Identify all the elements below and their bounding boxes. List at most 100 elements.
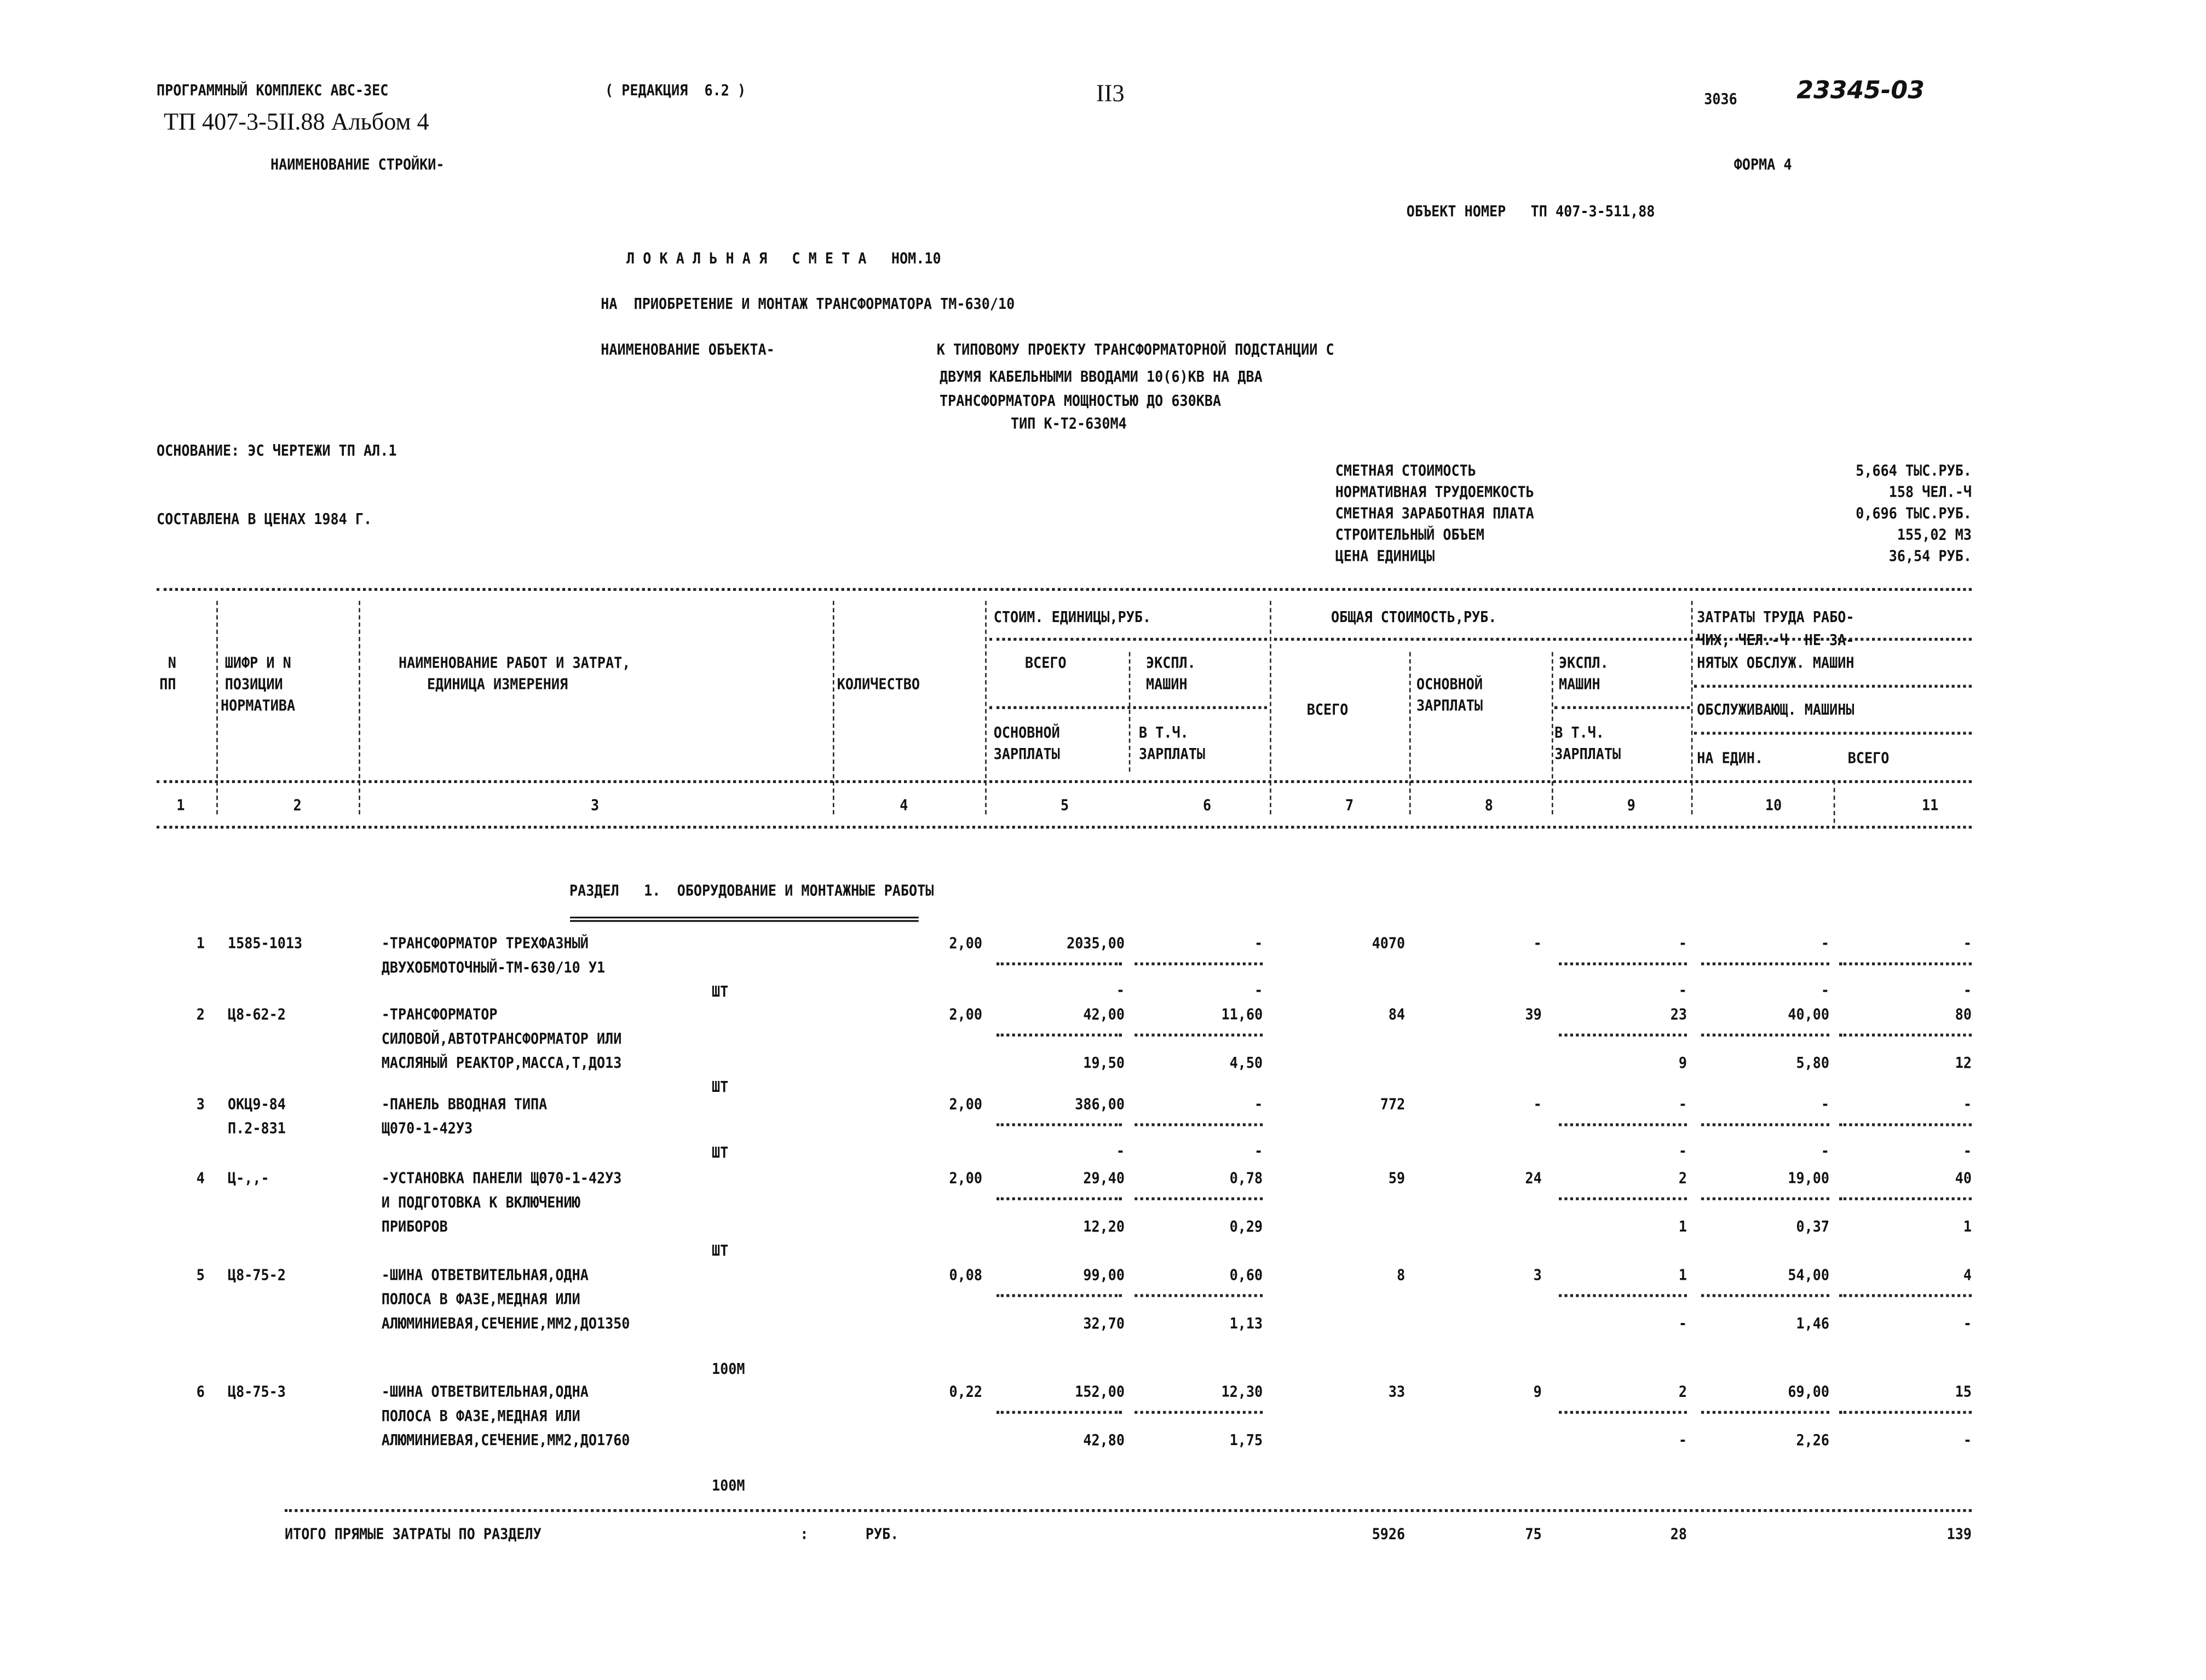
- cell-c7: 84: [1388, 1006, 1406, 1024]
- col-header: КОЛИЧЕСТВО: [837, 676, 920, 694]
- col-header: ЧИХ, ЧЕЛ.-Ч НЕ ЗА-: [1697, 632, 1854, 649]
- row-name: -ШИНА ОТВЕТВИТЕЛЬНАЯ,ОДНА: [381, 1267, 589, 1285]
- cell-c5b: 12,20: [1083, 1218, 1125, 1236]
- column-divider: [833, 601, 834, 815]
- cell-qty: 2,00: [949, 1096, 982, 1114]
- column-number: 11: [1921, 797, 1939, 815]
- cell-c10: 19,00: [1788, 1170, 1829, 1188]
- cell-c6: -: [1254, 935, 1263, 953]
- object-line: ТРАНСФОРМАТОРА МОЩНОСТЬЮ ДО 630КВА: [939, 393, 1222, 410]
- cell-c8: 24: [1525, 1170, 1542, 1188]
- col-header: В Т.Ч.: [1139, 724, 1189, 742]
- col-header: ЕДИНИЦА ИЗМЕРЕНИЯ: [427, 676, 568, 694]
- album: ТП 407-3-5II.88 Альбом 4: [164, 108, 429, 135]
- cell-c6: 0,60: [1229, 1267, 1263, 1285]
- cell-c9: 23: [1670, 1006, 1687, 1024]
- dotted-rule: [996, 1411, 1122, 1414]
- cell-c11b: 12: [1955, 1055, 1972, 1072]
- summary-value: 158 ЧЕЛ.-Ч: [1888, 484, 1972, 502]
- cell-c9: -: [1678, 935, 1687, 953]
- row-number: 6: [196, 1384, 205, 1401]
- dotted-rule: [996, 962, 1122, 965]
- cell-c5b: 19,50: [1083, 1055, 1125, 1072]
- column-divider: [1833, 780, 1835, 823]
- col-header: МАШИН: [1559, 676, 1600, 694]
- row-name: ПОЛОСА В ФАЗЕ,МЕДНАЯ ИЛИ: [381, 1408, 580, 1425]
- summary-label: СТРОИТЕЛЬНЫЙ ОБЪЕМ: [1335, 526, 1485, 544]
- cell-c5: 386,00: [1075, 1096, 1125, 1114]
- col-header: ВСЕГО: [1024, 655, 1067, 672]
- dotted-rule: [1134, 1197, 1263, 1200]
- cell-c6b: 1,75: [1229, 1432, 1263, 1449]
- col-header: ЗАТРАТЫ ТРУДА РАБО-: [1697, 609, 1854, 626]
- cell-c5b: -: [1116, 1143, 1125, 1160]
- cell-c8: 9: [1533, 1384, 1542, 1401]
- dotted-rule: [1701, 1294, 1829, 1297]
- col-header: НА ЕДИН.: [1697, 750, 1764, 768]
- row-unit: ШТ: [712, 1079, 729, 1096]
- column-divider: [1552, 652, 1553, 815]
- dotted-rule: [1694, 732, 1972, 735]
- column-number: 5: [1060, 797, 1069, 815]
- col-header: ОБЩАЯ СТОИМОСТЬ,РУБ.: [1331, 609, 1497, 626]
- cell-c11b: 1: [1963, 1218, 1972, 1236]
- cell-c11: -: [1963, 1096, 1972, 1114]
- row-name: -ШИНА ОТВЕТВИТЕЛЬНАЯ,ОДНА: [381, 1384, 589, 1401]
- dotted-rule: [1559, 1294, 1687, 1297]
- object-label: НАИМЕНОВАНИЕ ОБЪЕКТА-: [601, 342, 775, 359]
- cell-c11: -: [1963, 935, 1972, 953]
- column-number: 10: [1765, 797, 1782, 815]
- dotted-rule: [1559, 1123, 1687, 1126]
- column-number: 8: [1484, 797, 1493, 815]
- col-header: СТОИМ. ЕДИНИЦЫ,РУБ.: [993, 609, 1151, 626]
- dotted-rule: [1701, 1033, 1829, 1037]
- cell-c8: 39: [1525, 1006, 1542, 1024]
- total-rule: [285, 1509, 1972, 1512]
- dotted-rule: [1554, 706, 1690, 709]
- dotted-rule: [1839, 1033, 1972, 1037]
- cell-c5: 42,00: [1083, 1006, 1125, 1024]
- summary-value: 36,54 РУБ.: [1888, 548, 1972, 566]
- column-number: 6: [1203, 797, 1212, 815]
- document-title: Л О К А Л Ь Н А Я С М Е Т А НОМ.10: [626, 250, 941, 268]
- cell-c10: 40,00: [1788, 1006, 1829, 1024]
- cell-c11: 4: [1963, 1267, 1972, 1285]
- cell-c7: 4070: [1372, 935, 1406, 953]
- dotted-rule: [1701, 1411, 1829, 1414]
- total-unit: РУБ.: [865, 1526, 899, 1544]
- column-divider: [359, 601, 360, 815]
- col-header: ВСЕГО: [1306, 701, 1349, 719]
- dotted-rule: [1134, 1033, 1263, 1037]
- dotted-rule: [1559, 962, 1687, 965]
- row-code: ОКЦ9-84: [228, 1096, 286, 1114]
- price-level: СОСТАВЛЕНА В ЦЕНАХ 1984 Г.: [157, 511, 372, 528]
- cell-c11b: -: [1963, 1432, 1972, 1449]
- header-mid-rule: [157, 780, 1972, 783]
- column-divider: [1691, 601, 1693, 815]
- row-name: ПРИБОРОВ: [381, 1218, 448, 1236]
- total-c8: 75: [1525, 1526, 1542, 1544]
- total-c7: 5926: [1372, 1526, 1406, 1544]
- cell-c9b: -: [1678, 1143, 1687, 1160]
- dotted-rule: [996, 1197, 1122, 1200]
- basis: ОСНОВАНИЕ: ЭС ЧЕРТЕЖИ ТП АЛ.1: [157, 442, 397, 460]
- row-name: И ПОДГОТОВКА К ВКЛЮЧЕНИЮ: [381, 1194, 580, 1212]
- row-name: -ПАНЕЛЬ ВВОДНАЯ ТИПА: [381, 1096, 548, 1114]
- dotted-rule: [1701, 1197, 1829, 1200]
- dotted-rule: [1701, 1123, 1829, 1126]
- program-name: ПРОГРАММНЫЙ КОМПЛЕКС АВС-3ЕС: [157, 82, 389, 100]
- cell-c6: 11,60: [1221, 1006, 1263, 1024]
- dotted-rule: [1694, 684, 1972, 688]
- row-name: -ТРАНСФОРМАТОР: [381, 1006, 498, 1024]
- dotted-rule: [1559, 1033, 1687, 1037]
- cell-qty: 0,22: [949, 1384, 982, 1401]
- cell-c10b: 2,26: [1796, 1432, 1829, 1449]
- dotted-rule: [1839, 1197, 1972, 1200]
- total-c9: 28: [1670, 1526, 1687, 1544]
- col-header: ЗАРПЛАТЫ: [1554, 746, 1621, 763]
- cell-c5: 99,00: [1083, 1267, 1125, 1285]
- dotted-rule: [1134, 1123, 1263, 1126]
- column-number: 4: [900, 797, 908, 815]
- col-header: ПП: [159, 676, 176, 694]
- total-c11: 139: [1946, 1526, 1972, 1544]
